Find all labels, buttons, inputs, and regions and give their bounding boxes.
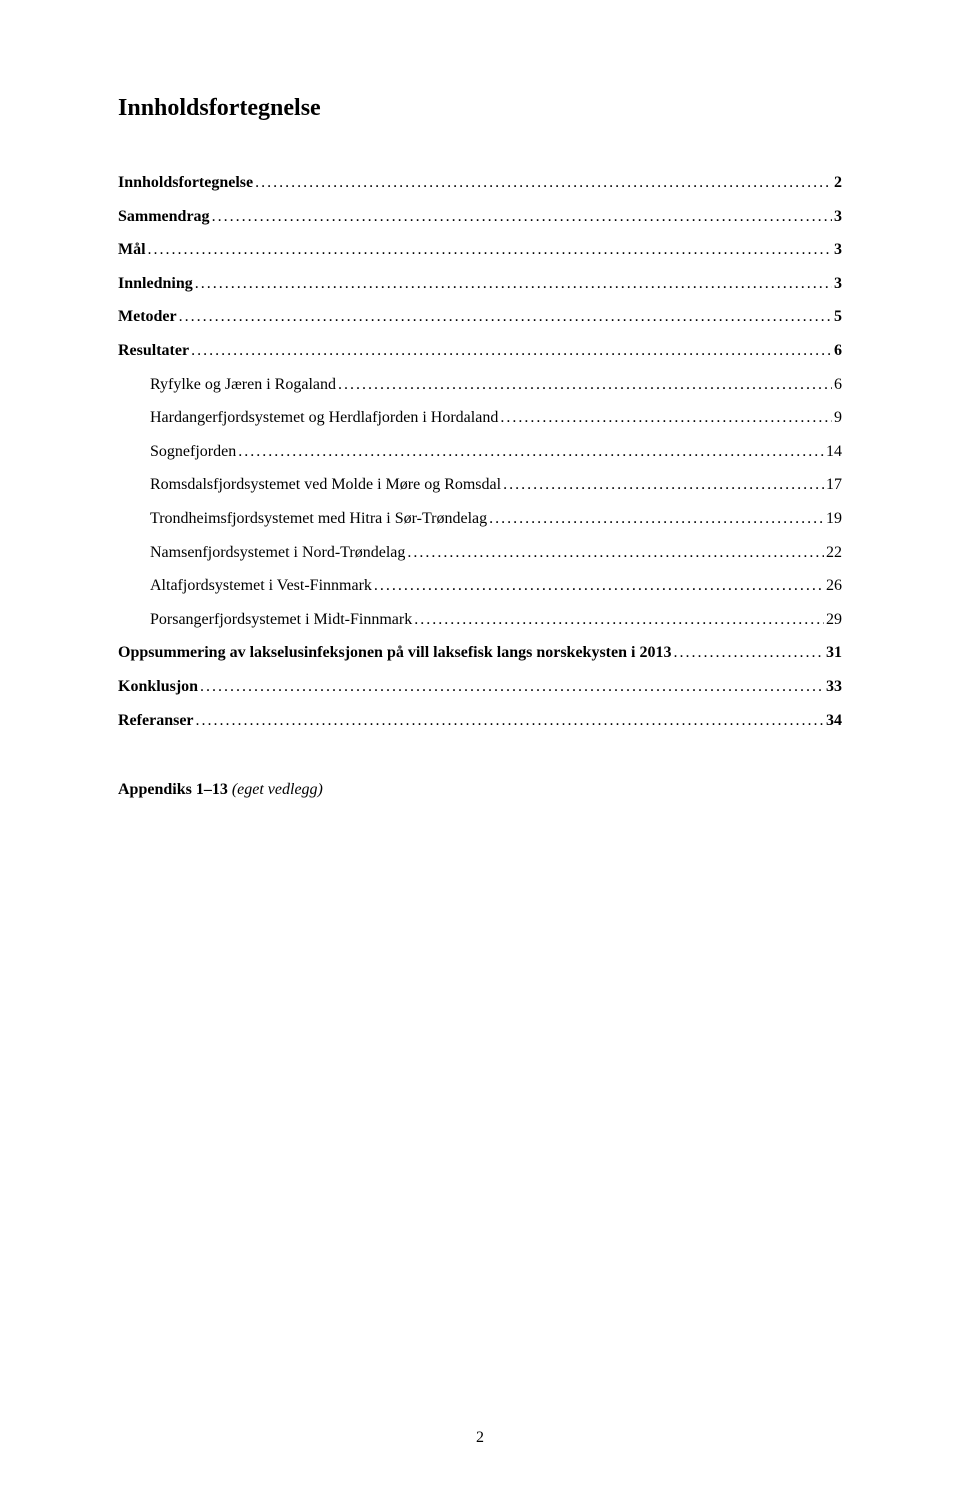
toc-row: Ryfylke og Jæren i Rogaland 6	[118, 372, 842, 398]
toc-page: 3	[834, 237, 842, 263]
toc-label: Sammendrag	[118, 204, 210, 230]
toc-page: 29	[826, 607, 842, 633]
toc-row: Romsdalsfjordsystemet ved Molde i Møre o…	[118, 472, 842, 498]
toc-label: Trondheimsfjordsystemet med Hitra i Sør-…	[118, 506, 487, 532]
toc-row: Sammendrag 3	[118, 204, 842, 230]
appendix-italic: (eget vedlegg)	[232, 781, 323, 798]
toc-dots	[489, 506, 824, 532]
toc-dots	[195, 271, 832, 297]
toc-label: Innledning	[118, 271, 193, 297]
toc-dots	[238, 439, 824, 465]
toc-label: Namsenfjordsystemet i Nord-Trøndelag	[118, 540, 405, 566]
toc-page: 26	[826, 573, 842, 599]
toc-page: 6	[834, 372, 842, 398]
toc-label: Innholdsfortegnelse	[118, 170, 253, 196]
toc-label: Romsdalsfjordsystemet ved Molde i Møre o…	[118, 472, 501, 498]
toc-dots	[414, 607, 824, 633]
toc-page: 33	[826, 674, 842, 700]
toc-row: Trondheimsfjordsystemet med Hitra i Sør-…	[118, 506, 842, 532]
toc-dots	[255, 170, 832, 196]
toc-row: Metoder 5	[118, 304, 842, 330]
toc-dots	[503, 472, 824, 498]
toc-label: Porsangerfjordsystemet i Midt-Finnmark	[118, 607, 412, 633]
toc-page: 14	[826, 439, 842, 465]
toc-page: 9	[834, 405, 842, 431]
toc-page: 2	[834, 170, 842, 196]
toc-row: Resultater 6	[118, 338, 842, 364]
toc-page: 3	[834, 271, 842, 297]
toc-row: Referanser 34	[118, 708, 842, 734]
toc-page: 31	[826, 640, 842, 666]
toc-row: Porsangerfjordsystemet i Midt-Finnmark 2…	[118, 607, 842, 633]
toc-page: 3	[834, 204, 842, 230]
toc-row: Konklusjon 33	[118, 674, 842, 700]
toc-label: Hardangerfjordsystemet og Herdlafjorden …	[118, 405, 498, 431]
toc-row: Sognefjorden 14	[118, 439, 842, 465]
toc-page: 22	[826, 540, 842, 566]
page-title: Innholdsfortegnelse	[118, 95, 842, 122]
toc-label: Ryfylke og Jæren i Rogaland	[118, 372, 336, 398]
toc-dots	[179, 304, 832, 330]
toc-dots	[196, 708, 824, 734]
toc-row: Namsenfjordsystemet i Nord-Trøndelag 22	[118, 540, 842, 566]
page-number: 2	[0, 1429, 960, 1447]
toc-dots	[407, 540, 824, 566]
toc-row: Innholdsfortegnelse 2	[118, 170, 842, 196]
appendix-bold: Appendiks 1–13	[118, 781, 232, 798]
toc-page: 6	[834, 338, 842, 364]
toc-label: Mål	[118, 237, 146, 263]
toc-label: Altafjordsystemet i Vest-Finnmark	[118, 573, 372, 599]
toc-dots	[200, 674, 824, 700]
toc-page: 5	[834, 304, 842, 330]
toc-row: Altafjordsystemet i Vest-Finnmark 26	[118, 573, 842, 599]
appendix-line: Appendiks 1–13 (eget vedlegg)	[118, 781, 842, 799]
toc-dots	[374, 573, 824, 599]
toc-page: 17	[826, 472, 842, 498]
toc-row: Innledning 3	[118, 271, 842, 297]
toc-label: Oppsummering av lakselusinfeksjonen på v…	[118, 640, 671, 666]
toc-page: 34	[826, 708, 842, 734]
toc-page: 19	[826, 506, 842, 532]
toc-row: Hardangerfjordsystemet og Herdlafjorden …	[118, 405, 842, 431]
toc-label: Resultater	[118, 338, 189, 364]
toc-dots	[500, 405, 832, 431]
toc-label: Sognefjorden	[118, 439, 236, 465]
toc-dots	[212, 204, 832, 230]
toc-row: Oppsummering av lakselusinfeksjonen på v…	[118, 640, 842, 666]
toc-row: Mål 3	[118, 237, 842, 263]
toc-dots	[148, 237, 832, 263]
toc-dots	[673, 640, 824, 666]
table-of-contents: Innholdsfortegnelse 2Sammendrag 3Mål 3In…	[118, 170, 842, 733]
toc-dots	[191, 338, 832, 364]
toc-dots	[338, 372, 832, 398]
toc-label: Metoder	[118, 304, 177, 330]
toc-label: Konklusjon	[118, 674, 198, 700]
toc-label: Referanser	[118, 708, 194, 734]
